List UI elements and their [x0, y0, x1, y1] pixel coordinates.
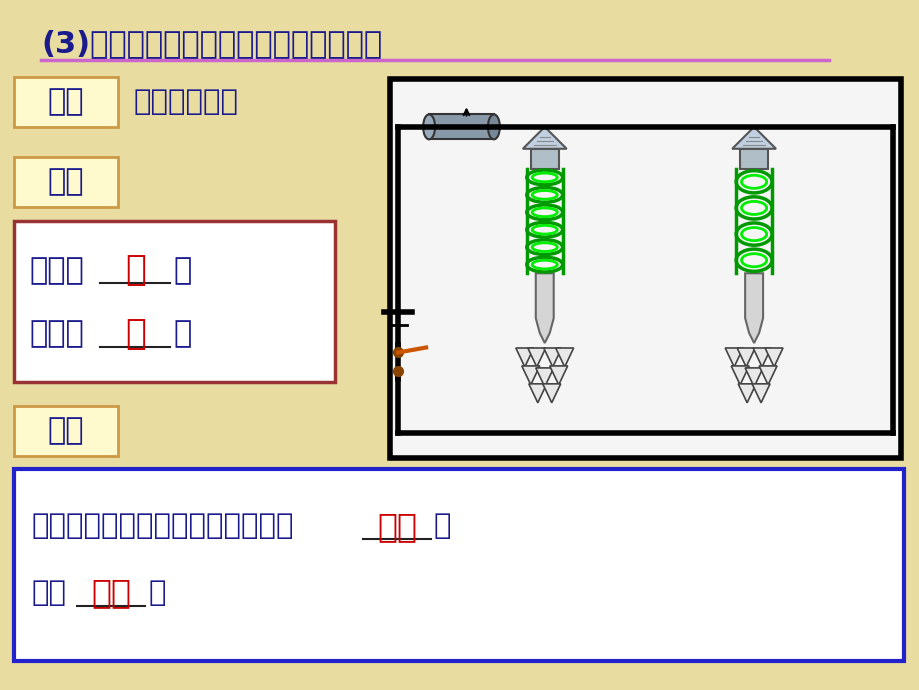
Text: 改变线圈匠数: 改变线圈匠数 [134, 88, 239, 116]
Polygon shape [542, 384, 560, 403]
Polygon shape [744, 368, 762, 387]
Polygon shape [528, 384, 546, 403]
Text: 磁性: 磁性 [31, 579, 66, 607]
Polygon shape [550, 366, 567, 385]
Text: (3)研究电磁铁的磁性跟线圈匠数的关系: (3)研究电磁铁的磁性跟线圈匠数的关系 [41, 29, 382, 58]
Text: 现象: 现象 [48, 167, 85, 196]
Text: ，: ， [434, 512, 451, 540]
Polygon shape [736, 348, 754, 367]
Polygon shape [732, 127, 776, 149]
FancyBboxPatch shape [15, 406, 118, 455]
Polygon shape [753, 348, 770, 367]
Polygon shape [744, 273, 762, 343]
Text: 多: 多 [125, 253, 145, 287]
Text: 实验: 实验 [48, 88, 85, 117]
Bar [390, 79, 900, 457]
Text: 越强: 越强 [91, 577, 131, 609]
Text: 结论: 结论 [48, 416, 85, 445]
Text: 越多: 越多 [377, 510, 416, 543]
Text: 匠数越: 匠数越 [29, 256, 84, 285]
Polygon shape [724, 348, 743, 367]
Polygon shape [758, 366, 777, 385]
Polygon shape [765, 348, 782, 367]
FancyBboxPatch shape [15, 221, 335, 382]
FancyBboxPatch shape [15, 77, 118, 127]
Text: 。: 。 [148, 579, 165, 607]
FancyBboxPatch shape [15, 469, 902, 661]
FancyBboxPatch shape [15, 157, 118, 206]
Ellipse shape [487, 115, 499, 139]
Text: 磁性越: 磁性越 [29, 319, 84, 348]
Bar [530, 149, 558, 169]
Polygon shape [521, 366, 539, 385]
Bar [740, 149, 767, 169]
Polygon shape [528, 348, 545, 367]
Polygon shape [737, 384, 755, 403]
Polygon shape [516, 348, 533, 367]
Polygon shape [555, 348, 573, 367]
Text: ，: ， [173, 256, 191, 285]
Polygon shape [543, 348, 562, 367]
Text: 当电流一定时，电磁铁线圈的匠数: 当电流一定时，电磁铁线圈的匠数 [31, 512, 293, 540]
Polygon shape [522, 127, 566, 149]
Polygon shape [731, 366, 748, 385]
Polygon shape [535, 368, 553, 387]
Polygon shape [752, 384, 769, 403]
Text: 。: 。 [173, 319, 191, 348]
Ellipse shape [423, 115, 435, 139]
Text: 强: 强 [125, 317, 145, 351]
Bar [428, 115, 494, 139]
Polygon shape [535, 273, 553, 343]
